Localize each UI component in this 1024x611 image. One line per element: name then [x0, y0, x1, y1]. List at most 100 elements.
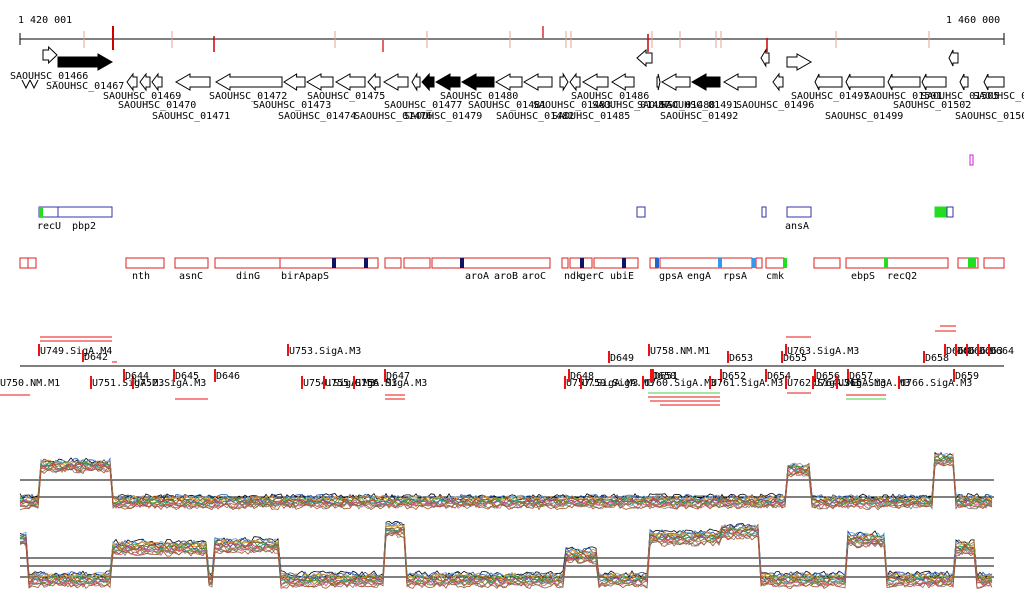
gene-arrow-saouhsc-01485[interactable] [494, 73, 523, 91]
gene-arrow-saouhsc-01475[interactable] [305, 73, 334, 91]
gene-arrow-saouhsc-01483[interactable] [460, 73, 495, 91]
gene-label: SAOUHSC_01481 [468, 100, 546, 111]
gene-arrow[interactable] [845, 73, 885, 91]
annotation-mark [783, 258, 787, 268]
feature-label: D657 [849, 371, 873, 382]
annotation-box[interactable] [403, 257, 431, 269]
gene-arrow-saouhsc-0150[interactable] [786, 53, 813, 71]
operon-box[interactable] [946, 206, 954, 218]
feature-mark [301, 376, 303, 389]
annotation-box[interactable] [719, 257, 753, 269]
feature-mark [814, 369, 816, 382]
feature-mark [720, 369, 722, 382]
gene-arrow-saouhsc-01492[interactable] [611, 73, 635, 91]
gene-label: SAOUHSC_01480 [440, 91, 518, 102]
feature-mark [132, 376, 134, 389]
annotation-label: aroC [522, 271, 546, 282]
annotation-box[interactable] [813, 257, 841, 269]
annotation-box[interactable] [593, 257, 639, 269]
gene-label: SAOUHSC_01487 [592, 100, 670, 111]
gene-label: SAOUHSC_01476 [354, 111, 432, 122]
gene-arrow-saouhsc-01467[interactable] [57, 53, 114, 71]
gene-arrow-saouhsc-01476[interactable] [334, 73, 366, 91]
gene-arrow-saouhsc-01477[interactable] [367, 72, 381, 92]
annotation-box[interactable] [845, 257, 949, 269]
annotation-box[interactable] [19, 257, 29, 269]
gene-arrow[interactable] [21, 79, 39, 90]
annotation-box[interactable] [125, 257, 165, 269]
feature-mark [709, 376, 711, 389]
annotation-label: recQ2 [887, 271, 917, 282]
gene-arrow[interactable] [983, 73, 1005, 91]
gene-arrow-saouhsc-01471[interactable] [151, 72, 163, 92]
gene-arrow-saouhsc-01470[interactable] [139, 72, 151, 92]
operon-box[interactable] [636, 206, 646, 218]
gene-arrow-saouhsc-01491[interactable] [581, 73, 609, 91]
annotation-box[interactable] [561, 257, 569, 269]
gene-arrow-saouhsc-01480[interactable] [411, 72, 421, 92]
gene-arrow[interactable] [948, 49, 959, 67]
annotation-box[interactable] [431, 257, 551, 269]
gene-arrow-saouhsc-01466[interactable] [42, 45, 58, 65]
gene-arrow-saouhsc-01499[interactable] [660, 73, 691, 91]
operon-box[interactable] [38, 206, 113, 218]
feature-label: U756.SigA.M3 [355, 378, 427, 389]
gene-arrow-saouhsc-01496[interactable] [636, 48, 653, 68]
annotation-mark [580, 258, 584, 268]
gene-arrow[interactable] [887, 73, 921, 91]
operon-box[interactable] [761, 206, 767, 218]
expression-line [19, 451, 993, 501]
gene-arrow[interactable] [959, 73, 969, 91]
feature-label: D658 [925, 353, 949, 364]
gene-arrow[interactable] [921, 73, 947, 91]
gene-arrow-saouhsc-01503[interactable] [760, 48, 770, 68]
gene-arrow-saouhsc-01479[interactable] [382, 73, 409, 91]
expression-line [19, 451, 993, 502]
annotation-label: dinG [236, 271, 260, 282]
feature-mark [287, 344, 289, 356]
annotation-box[interactable] [659, 257, 721, 269]
annotation-mark [968, 258, 972, 268]
annotation-box[interactable] [174, 257, 209, 269]
annotation-box[interactable] [384, 257, 402, 269]
annotation-label: papS [305, 271, 329, 282]
annotation-label: gerC [580, 271, 604, 282]
gene-arrow-saouhsc-01502[interactable] [722, 73, 757, 91]
gene-arrow-saouhsc-01472[interactable] [174, 73, 211, 91]
feature-label: D645 [175, 371, 199, 382]
gene-arrow-saouhsc-01487[interactable] [559, 72, 569, 92]
gene-label: SAOUHSC_01469 [103, 91, 181, 102]
annotation-box[interactable] [279, 257, 379, 269]
operon-track: recU pbp2 ansA [37, 154, 974, 232]
gene-arrow-saouhsc-01469[interactable] [126, 72, 138, 92]
gene-arrow-saouhsc-01497[interactable] [656, 73, 661, 91]
annotation-box[interactable] [983, 257, 1005, 269]
gene-label: SAOUHSC_01486 [571, 91, 649, 102]
annotation-box[interactable] [765, 257, 785, 269]
feature-label: D647 [386, 371, 410, 382]
operon-label: recU [37, 221, 61, 232]
feature-label: D654 [767, 371, 791, 382]
gene-arrow-saouhsc-01501[interactable] [690, 73, 721, 91]
operon-box[interactable] [786, 206, 812, 218]
gene-arrow-saouhsc-01505[interactable] [772, 72, 784, 92]
gene-arrow-saouhsc-01486[interactable] [522, 73, 553, 91]
annotation-box[interactable] [755, 257, 763, 269]
gene-arrow-saouhsc-01473[interactable] [214, 73, 283, 91]
operon-box[interactable] [39, 207, 43, 217]
annotation-box[interactable] [27, 257, 37, 269]
operon-label: pbp2 [72, 221, 96, 232]
gene-arrow-saouhsc-01474[interactable] [283, 73, 306, 91]
operon-box[interactable] [969, 154, 974, 166]
gene-arrow-saouhsc-01481[interactable] [421, 72, 435, 92]
expression-line [19, 452, 993, 503]
feature-label: U766.SigA.M3 [900, 378, 972, 389]
gene-arrow[interactable] [814, 73, 843, 91]
operon-box[interactable] [934, 206, 948, 218]
gene-arrow-saouhsc-01488[interactable] [569, 72, 581, 92]
annotation-label: gpsA [659, 271, 683, 282]
annotation-box[interactable] [214, 257, 281, 269]
gene-arrow-saouhsc-01482[interactable] [434, 73, 461, 91]
annotation-mark [972, 258, 976, 268]
gene-label: SAOUHSC_01501 [864, 91, 942, 102]
